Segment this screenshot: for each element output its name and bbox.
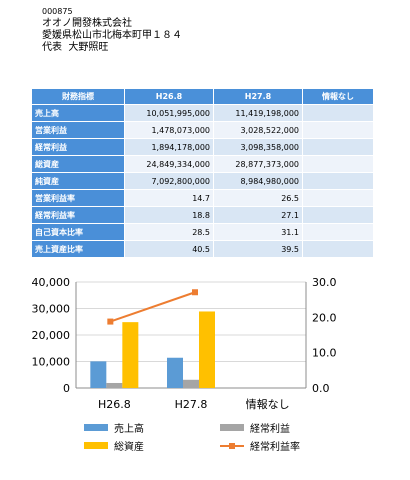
legend-label: 売上高: [114, 422, 144, 435]
table-row: 自己資本比率 28.5 31.1: [32, 224, 373, 240]
bar-2: [183, 379, 199, 388]
header-na: 情報なし: [303, 89, 373, 104]
cell-na: [303, 173, 373, 189]
legend-swatch: [84, 424, 108, 431]
row-label: 総資産: [32, 156, 124, 172]
cell-h27: 28,877,373,000: [214, 156, 302, 172]
x-tick-label: 情報なし: [246, 398, 290, 411]
row-label: 経常利益率: [32, 207, 124, 223]
legend-label: 総資産: [114, 440, 144, 453]
cell-h27: 3,098,358,000: [214, 139, 302, 155]
cell-h26: 40.5: [125, 241, 213, 257]
cell-na: [303, 207, 373, 223]
bar-3: [122, 322, 139, 388]
row-label: 営業利益率: [32, 190, 124, 206]
cell-na: [303, 241, 373, 257]
cell-na: [303, 105, 373, 121]
y-left-tick-label: 30,000: [32, 303, 71, 316]
cell-h27: 11,419,198,000: [214, 105, 302, 121]
cell-h27: 31.1: [214, 224, 302, 240]
y-right-tick-label: 30.0: [312, 276, 337, 289]
x-tick-label: H26.8: [98, 398, 131, 411]
company-code: 000875: [42, 7, 73, 16]
company-header: 000875 オオノ開發株式会社 愛媛県松山市北梅本町甲１８４ 代表 大野照旺: [42, 6, 182, 54]
y-right-tick-label: 0.0: [312, 382, 330, 395]
financial-table: 財務指標 H26.8 H27.8 情報なし 売上高 10,051,995,000…: [31, 88, 374, 258]
representative-label: 代表: [42, 42, 62, 53]
cell-h27: 39.5: [214, 241, 302, 257]
y-right-tick-label: 20.0: [312, 311, 337, 324]
line-marker: [107, 318, 114, 325]
bar-1: [167, 357, 183, 388]
y-left-tick-label: 40,000: [32, 276, 71, 289]
cell-h26: 28.5: [125, 224, 213, 240]
cell-h27: 3,028,522,000: [214, 122, 302, 138]
table-row: 総資産 24,849,334,000 28,877,373,000: [32, 156, 373, 172]
row-label: 売上高: [32, 105, 124, 121]
table-row: 経常利益率 18.8 27.1: [32, 207, 373, 223]
cell-h26: 10,051,995,000: [125, 105, 213, 121]
cell-h27: 27.1: [214, 207, 302, 223]
table-row: 営業利益 1,478,073,000 3,028,522,000: [32, 122, 373, 138]
company-name: オオノ開發株式会社: [42, 18, 132, 29]
cell-h26: 7,092,800,000: [125, 173, 213, 189]
legend-label: 経常利益率: [250, 440, 300, 453]
header-metric: 財務指標: [32, 89, 124, 104]
company-representative: 代表 大野照旺: [42, 42, 182, 54]
cell-h26: 1,894,178,000: [125, 139, 213, 155]
row-label: 売上資産比率: [32, 241, 124, 257]
header-h26: H26.8: [125, 89, 213, 104]
financial-chart: 0 10,000 20,000 30,000 40,000 0.0 10.0 20.0 30.0…: [32, 276, 337, 453]
table-row: 純資産 7,092,800,000 8,984,980,000: [32, 173, 373, 189]
table-row: 経常利益 1,894,178,000 3,098,358,000: [32, 139, 373, 155]
cell-h26: 18.8: [125, 207, 213, 223]
cell-na: [303, 156, 373, 172]
company-address: 愛媛県松山市北梅本町甲１８４: [42, 30, 182, 41]
cell-h27: 26.5: [214, 190, 302, 206]
y-right-tick-label: 10.0: [312, 347, 337, 360]
cell-na: [303, 122, 373, 138]
line-marker: [192, 289, 198, 296]
y-left-tick-label: 10,000: [32, 356, 71, 369]
bar-2: [106, 382, 123, 388]
line-series: [110, 291, 196, 323]
bar-3: [199, 311, 215, 388]
y-left-tick-label: 0: [63, 382, 70, 395]
table-row: 売上資産比率 40.5 39.5: [32, 241, 373, 257]
legend-swatch: [84, 442, 108, 449]
legend-marker: [229, 443, 235, 449]
table-row: 営業利益率 14.7 26.5: [32, 190, 373, 206]
header-h27: H27.8: [214, 89, 302, 104]
row-label: 営業利益: [32, 122, 124, 138]
row-label: 自己資本比率: [32, 224, 124, 240]
legend-swatch: [220, 424, 244, 431]
table-header-row: 財務指標 H26.8 H27.8 情報なし: [32, 89, 373, 104]
cell-h26: 24,849,334,000: [125, 156, 213, 172]
cell-h26: 14.7: [125, 190, 213, 206]
y-left-tick-label: 20,000: [32, 329, 71, 342]
table-row: 売上高 10,051,995,000 11,419,198,000: [32, 105, 373, 121]
cell-h27: 8,984,980,000: [214, 173, 302, 189]
cell-h26: 1,478,073,000: [125, 122, 213, 138]
bar-1: [90, 361, 107, 388]
cell-na: [303, 224, 373, 240]
cell-na: [303, 190, 373, 206]
representative-name: 大野照旺: [68, 42, 109, 53]
cell-na: [303, 139, 373, 155]
row-label: 純資産: [32, 173, 124, 189]
row-label: 経常利益: [32, 139, 124, 155]
legend-label: 経常利益: [250, 422, 290, 435]
x-tick-label: H27.8: [175, 398, 208, 411]
